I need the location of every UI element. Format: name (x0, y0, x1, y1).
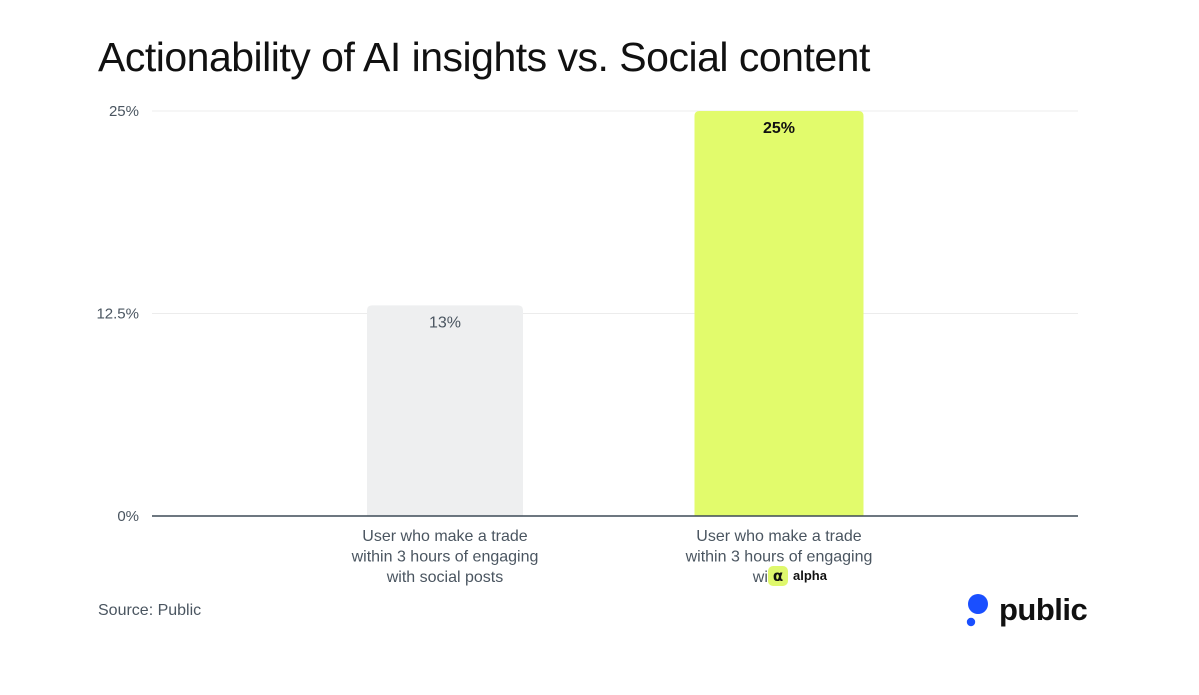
y-tick-label: 12.5% (96, 306, 139, 323)
logo-text: public (999, 592, 1088, 627)
alpha-glyph: α (773, 567, 783, 585)
bar (694, 111, 864, 516)
alpha-badge: α alpha (768, 566, 828, 586)
alpha-text: alpha (793, 568, 828, 583)
public-logo-dot-icon (966, 594, 988, 627)
bar (367, 305, 523, 516)
public-logo: public (965, 592, 1088, 628)
bar-value-label: 25% (763, 120, 795, 137)
y-tick-label: 25% (109, 103, 139, 120)
x-category-label: User who make a trade (696, 528, 862, 545)
x-category-label: within 3 hours of engaging (351, 549, 539, 566)
x-category-label: within 3 hours of engaging (685, 549, 873, 566)
x-category-label: with social posts (386, 569, 504, 586)
alpha-icon (768, 566, 788, 586)
source-note: Source: Public (98, 602, 202, 619)
x-category-label: User who make a trade (362, 528, 528, 545)
chart-title: Actionability of AI insights vs. Social … (98, 34, 870, 80)
y-tick-label: 0% (117, 508, 139, 525)
bar-value-label: 13% (429, 314, 461, 331)
